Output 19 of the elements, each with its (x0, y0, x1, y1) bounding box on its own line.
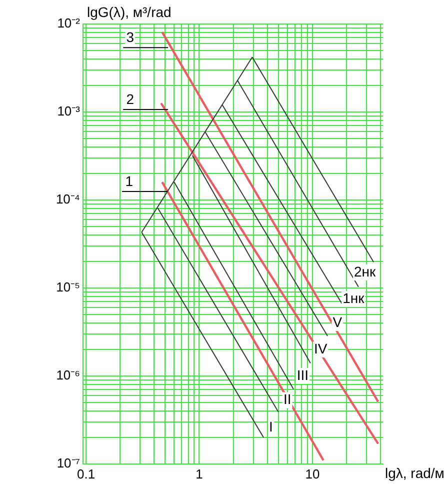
annotation: 1нк (342, 290, 366, 306)
y-tick-label: 10⁻² (57, 16, 81, 31)
y-tick-label: 10⁻⁶ (56, 368, 80, 383)
annotation: 2нк (354, 263, 376, 280)
annotation: IV (314, 340, 328, 356)
annotation: II (283, 391, 292, 408)
annotation: 3 (126, 29, 134, 46)
annotation: V (332, 314, 343, 330)
x-axis-title: lgλ, rad/м (385, 464, 444, 481)
y-tick-label: 10⁻³ (57, 104, 81, 119)
x-tick-label: 10 (305, 466, 320, 482)
annotation: 1 (125, 172, 134, 189)
y-axis-title: lgG(λ), м³/rad (87, 4, 172, 20)
annotation: III (296, 366, 309, 383)
annotation: I (269, 418, 273, 434)
y-tick-label: 10⁻⁴ (56, 192, 80, 207)
y-tick-label: 10⁻⁵ (56, 280, 80, 295)
annotation: 2 (126, 90, 134, 107)
x-tick-label: 1 (196, 466, 203, 482)
